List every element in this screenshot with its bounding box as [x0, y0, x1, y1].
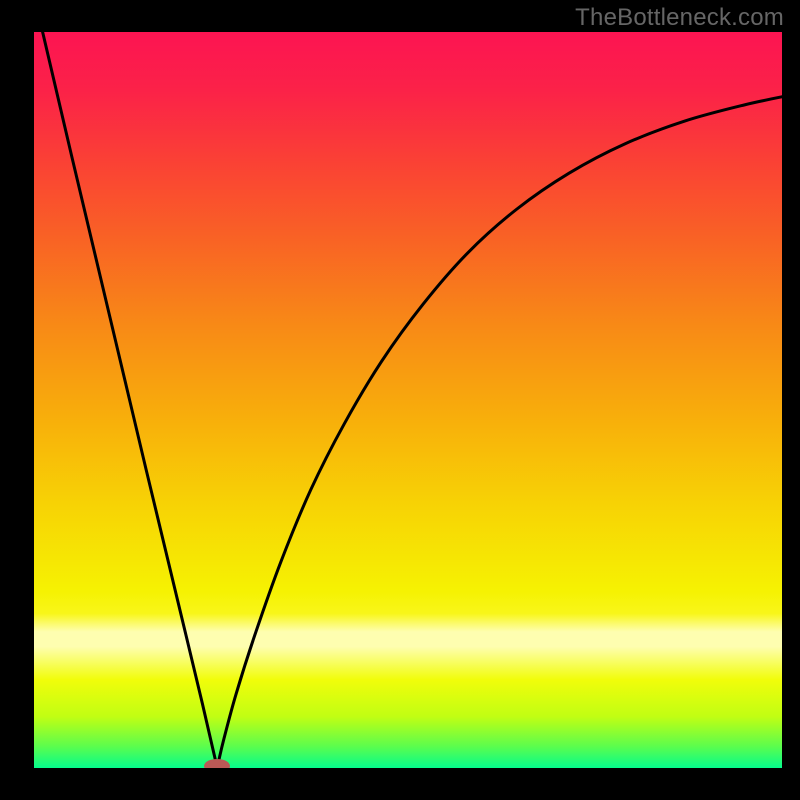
valley-marker — [204, 759, 230, 768]
attribution-label: TheBottleneck.com — [575, 4, 784, 32]
chart-curve — [34, 32, 782, 768]
chart-curve-svg — [34, 32, 782, 768]
plot-area — [34, 32, 782, 768]
